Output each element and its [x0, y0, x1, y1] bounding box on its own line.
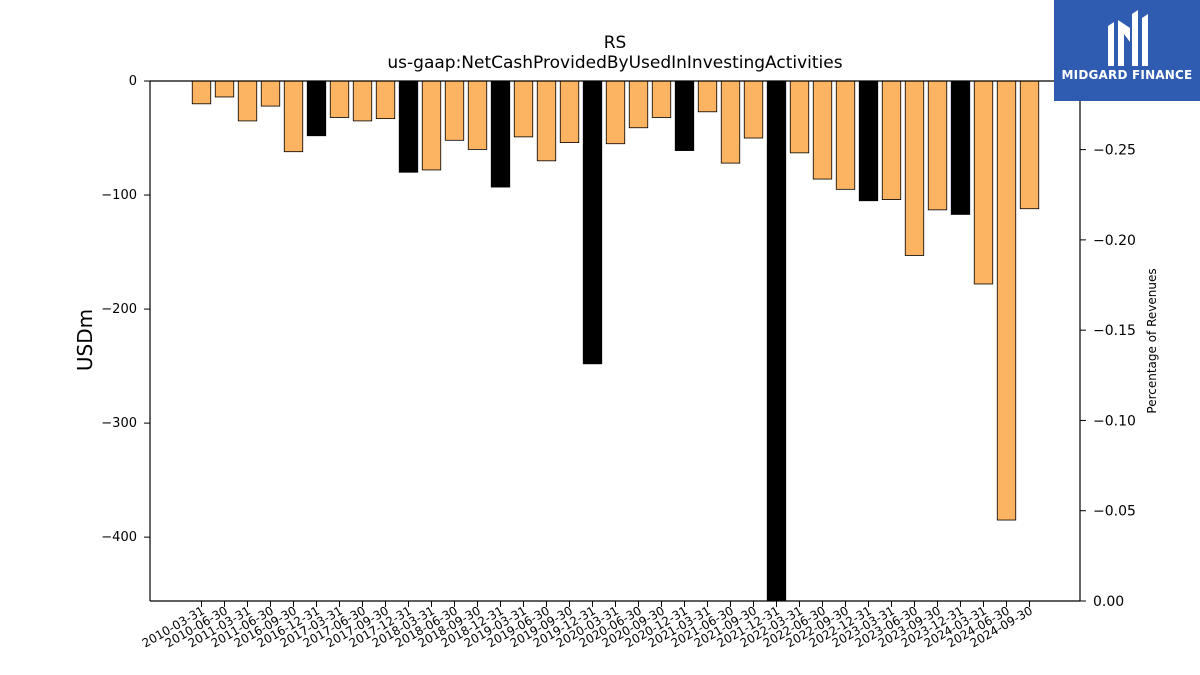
y2-axis-label: Percentage of Revenues	[1145, 268, 1159, 413]
y-tick-label: −100	[101, 188, 137, 203]
bar-2017-09-30	[375, 80, 396, 120]
bar-2020-12-31	[674, 80, 695, 151]
bar-2022-06-30	[812, 80, 833, 180]
bar-2018-06-30	[444, 80, 465, 141]
brand-logo: MIDGARD FINANCE	[1054, 0, 1200, 101]
y-axis-label: USDm	[73, 309, 97, 371]
bar-2011-03-31	[237, 80, 258, 122]
bar-2018-12-31	[490, 80, 511, 188]
bar-2023-12-31	[950, 80, 971, 215]
bar-2017-03-31	[329, 80, 350, 118]
bar-2024-03-31	[973, 80, 994, 285]
y2-tick-label: −0.10	[1093, 413, 1136, 429]
bar-2016-12-31	[306, 80, 327, 137]
bar-2017-12-31	[398, 80, 419, 173]
y2-tick-label: −0.05	[1093, 504, 1136, 520]
bar-2016-09-30	[283, 80, 304, 153]
y-tick-label: −400	[101, 530, 137, 545]
bar-2021-09-30	[743, 80, 764, 139]
y2-tick-label: −0.25	[1093, 143, 1136, 159]
bars-group	[191, 80, 1040, 602]
bar-2020-06-30	[628, 80, 649, 129]
bar-2024-09-30	[1019, 80, 1040, 210]
y2-tick-label: −0.15	[1093, 323, 1136, 339]
bar-2022-03-31	[789, 80, 810, 154]
bar-2010-03-31	[191, 80, 212, 105]
bar-2020-09-30	[651, 80, 672, 118]
chart-subtitle: us-gaap:NetCashProvidedByUsedInInvesting…	[387, 53, 842, 73]
bar-2021-12-31	[766, 80, 787, 602]
bar-2018-09-30	[467, 80, 488, 150]
bar-2023-03-31	[881, 80, 902, 200]
bar-2023-06-30	[904, 80, 925, 256]
chart-title: RS	[604, 33, 627, 53]
bar-2022-12-31	[858, 80, 879, 202]
bar-2019-03-31	[513, 80, 534, 138]
bar-2022-09-30	[835, 80, 856, 190]
bar-2018-03-31	[421, 80, 442, 171]
bar-2021-03-31	[697, 80, 718, 113]
logo-mark-icon	[1108, 10, 1148, 66]
bar-2020-03-31	[605, 80, 626, 145]
bar-2019-06-30	[536, 80, 557, 162]
bar-2019-12-31	[582, 80, 603, 365]
y2-tick-label: 0.00	[1093, 594, 1124, 610]
y-tick-label: −200	[101, 302, 137, 317]
bar-2019-09-30	[559, 80, 580, 143]
bar-2023-09-30	[927, 80, 948, 211]
bar-2024-06-30	[996, 80, 1017, 521]
bar-2021-06-30	[720, 80, 741, 164]
y-tick-label: −300	[101, 416, 137, 431]
bar-2010-06-30	[214, 80, 235, 98]
y2-tick-label: −0.20	[1093, 233, 1136, 249]
bar-2011-06-30	[260, 80, 281, 107]
bar-2017-06-30	[352, 80, 373, 122]
y-tick-label: 0	[129, 74, 137, 89]
axes-group: 0 −100 −200 −300 −400 −0.25 −0.20 −0.15 −0.10 −0.…	[101, 74, 1136, 650]
logo-text: MIDGARD FINANCE	[1061, 68, 1193, 82]
